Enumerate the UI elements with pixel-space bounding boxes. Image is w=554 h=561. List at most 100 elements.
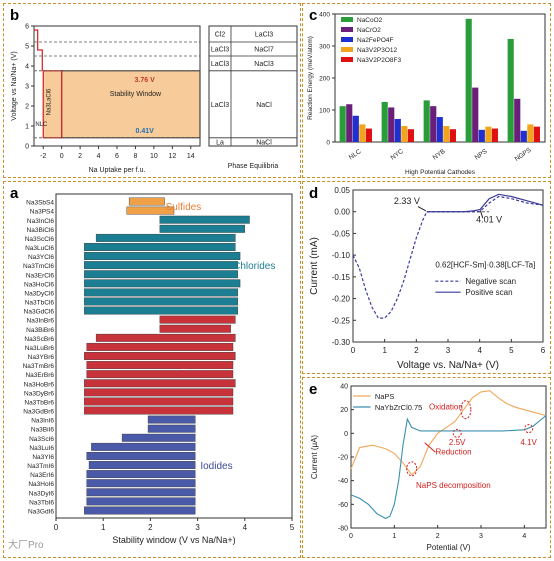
y-tick-label: 20 [340,407,348,414]
bar-nps [465,18,472,142]
compound-label: Na3LuI6 [29,445,54,452]
y-tick-label: 1 [25,124,29,131]
legend-label: Na3V2P2O8F3 [357,57,401,64]
stability-window-bars: a Na3SbS4 Na3PS4 Na3InCl6 Na3BiCl6 Na3ScCl6 Na… [10,185,295,545]
bar-na3ycl6 [84,252,241,260]
compound-label: Na3YBr6 [28,354,55,361]
compound-label: Na3HoCl6 [24,281,54,288]
phase-table-frame [208,25,298,147]
x-tick-label: 1 [392,533,396,540]
bar-ngps [507,38,514,142]
bar-na3ybr6 [84,352,236,360]
y-tick-label: 400 [319,12,330,19]
x-tick-label: NLC [348,148,363,161]
negative-scan-line [352,195,544,319]
panel-letter: e [309,381,317,398]
x-tick-label: NPS [474,148,490,162]
compound-label: Na3PS4 [30,209,55,216]
bar-nyc [401,126,408,142]
legend-label: Na2FePO4F [357,37,394,44]
phase-right: LaCl3 [255,32,273,39]
compound-region [42,70,63,139]
phase-left: LaCl3 [211,61,229,68]
legend-label: NaCoO2 [357,17,383,24]
x-tick-label: NYB [432,148,447,161]
bar-na3ini6 [147,415,196,424]
x-tick-label: 3 [195,523,200,532]
label-2.5v: 2.5V [449,438,466,447]
bar-na3incl6 [159,215,250,224]
group-label: Chlorides [233,261,275,272]
compound-label: Na3YCl6 [28,254,54,261]
bar-na3dycl6 [84,288,238,297]
compound-label: Na3SbS4 [26,200,54,207]
window-label: Stability Window [110,91,162,98]
x-tick-label: 12 [168,153,176,160]
compound-label: Na3LuCl6 [25,245,54,252]
y-tick-label: 200 [319,76,330,83]
y-tick-label: 100 [319,108,330,115]
bar-na3hobr6 [84,379,236,388]
x-axis-label: Na Uptake per f.u. [89,167,146,174]
compound-label: Na3HoBr6 [24,381,55,388]
compound-label: Na3TmCl6 [23,263,54,270]
legend-label: Negative scan [465,277,516,286]
compound-label: Na3GdBr6 [23,409,54,416]
upper-voltage-label: 3.76 V [135,77,156,84]
oxidation-label: Oxidation [429,403,463,412]
phase-left: LaCl3 [211,102,229,109]
phase-right: NaCl [256,139,272,146]
phase-right: NaCl3 [254,61,274,68]
bar-nps [478,129,485,142]
x-tick-label: 5 [509,346,514,355]
y-tick-label: -0.30 [332,338,351,347]
compound-label: Na3LuBr6 [25,345,55,352]
y-tick-label: 5 [25,44,29,51]
legend-swatch [341,27,353,32]
x-tick-label: -2 [40,153,46,160]
x-axis-label: Voltage vs. Na/Na+ (V) [397,360,499,371]
stability-window-region [61,70,201,139]
y-tick-label: 4 [25,64,29,71]
label-4.1v: 4.1V [520,438,537,447]
y-tick-label: 40 [340,384,348,391]
compound-label: Na3BiI6 [31,427,55,434]
x-tick-label: 2 [148,523,153,532]
bar-nyb [443,126,450,142]
bar-na3erbr6 [86,370,234,379]
compound-label: Na3GdI6 [28,509,54,516]
bar-na3lucl6 [84,243,236,251]
bar-na3bicl6 [159,224,245,233]
x-tick-label: 2 [78,153,82,160]
y-tick-label: -80 [338,526,348,533]
y-tick-label: -0.05 [332,229,351,238]
y-tick-label: 0 [326,140,330,147]
compound-label: Na3TbBr6 [24,399,54,406]
bar-na3tmcl6 [84,261,238,270]
x-tick-label: 0 [54,523,59,532]
bar-nps [485,126,492,142]
x-tick-label: 2 [414,346,419,355]
y-tick-label: 0.00 [334,208,350,217]
marker-2.5v [452,428,462,438]
bar-na3tmi6 [88,461,196,469]
x-tick-label: 3 [446,346,451,355]
bar-nyb [430,106,437,142]
x-tick-label: 14 [187,153,195,160]
compound-label: Na3HoI6 [28,481,54,488]
x-axis-label: Stability window (V vs Na/Na+) [112,535,235,545]
y-tick-label: 3 [25,84,29,91]
bar-na3lubr6 [86,342,234,351]
x-axis-label: Potential (V) [426,543,470,552]
legend-label: Positive scan [465,288,512,297]
x-axis-label: High Potential Cathodes [405,169,476,176]
x-tick-label: 4 [522,533,526,540]
x-tick-label: 0 [349,533,353,540]
x-tick-label: 5 [290,523,295,532]
bar-nyb [423,100,430,142]
bar-na3yi6 [86,452,196,460]
bar-nyc [388,107,395,142]
annotation-arrow [417,206,427,212]
phase-right: NaCl [256,102,272,109]
